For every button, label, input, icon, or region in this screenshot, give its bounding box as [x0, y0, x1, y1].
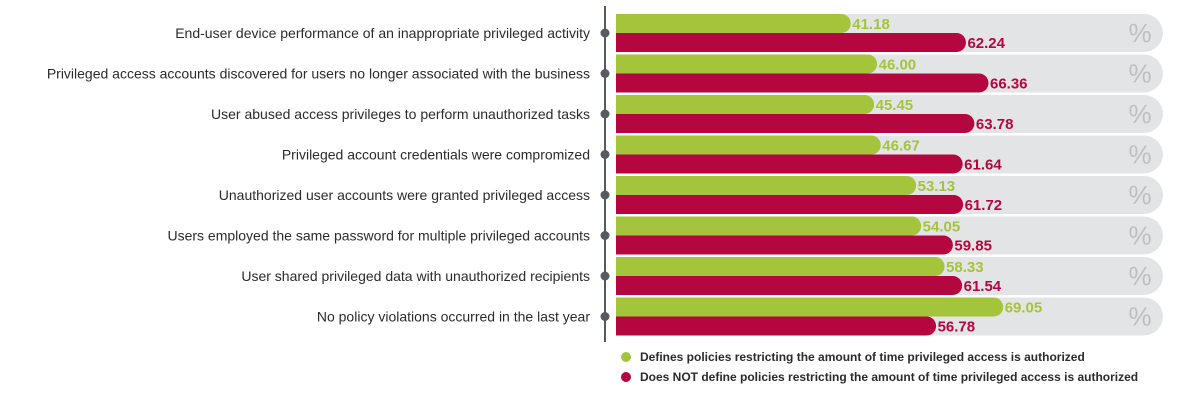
bar-does-not-define — [616, 235, 944, 255]
value-label-does-not-define: 61.72 — [965, 197, 1003, 214]
value-label-does-not-define: 63.78 — [976, 116, 1014, 133]
bar-defines — [616, 54, 868, 74]
bar-does-not-define — [616, 73, 979, 93]
axis-tick-dot — [600, 231, 610, 240]
value-label-defines: 45.45 — [876, 97, 914, 114]
bar-cap-defines — [831, 14, 851, 33]
bar-defines — [616, 297, 994, 317]
axis-tick-dot — [600, 312, 610, 321]
bar-cap-does-not-define — [946, 33, 966, 52]
bar-defines — [616, 257, 936, 276]
axis-tick-dot — [600, 28, 610, 38]
value-label-defines: 53.13 — [918, 178, 956, 195]
value-label-does-not-define: 59.85 — [954, 238, 992, 255]
axis-layer — [600, 6, 610, 342]
value-label-defines: 41.18 — [852, 16, 890, 33]
bar-cap-defines — [897, 176, 917, 195]
bar-cap-does-not-define — [917, 316, 937, 336]
percent-symbol: % — [1128, 261, 1151, 291]
bar-cap-does-not-define — [969, 73, 989, 93]
axis-tick-dot — [600, 109, 610, 119]
category-label: No policy violations occurred in the las… — [317, 309, 590, 325]
value-label-does-not-define: 61.64 — [964, 157, 1002, 174]
bar-defines — [616, 95, 865, 114]
value-label-defines: 69.05 — [1005, 300, 1043, 317]
bar-defines — [616, 135, 872, 155]
bar-cap-does-not-define — [944, 195, 964, 214]
legend-label-defines: Defines policies restricting the amount … — [640, 350, 1085, 364]
bar-cap-does-not-define — [943, 154, 963, 174]
bar-cap-defines — [861, 135, 881, 155]
category-label: Privileged access accounts discovered fo… — [47, 66, 590, 82]
bar-cap-does-not-define — [955, 114, 975, 133]
value-label-does-not-define: 61.54 — [964, 278, 1002, 295]
bar-does-not-define — [616, 195, 954, 214]
value-label-defines: 54.05 — [923, 219, 961, 236]
percent-symbol: % — [1128, 59, 1151, 89]
percent-symbol: % — [1128, 18, 1151, 48]
bar-cap-defines — [858, 54, 878, 74]
category-label: Privileged account credentials were comp… — [282, 147, 590, 163]
percent-symbol: % — [1128, 302, 1151, 332]
legend-marker-defines — [621, 352, 631, 362]
bar-defines — [616, 216, 912, 236]
value-label-defines: 46.67 — [882, 138, 920, 155]
percent-symbol: % — [1128, 180, 1151, 210]
axis-tick-dot — [600, 271, 610, 281]
legend-marker-does-not-define — [621, 372, 631, 382]
labels-layer: End-user device performance of an inappr… — [47, 16, 1152, 336]
legend-label-does-not-define: Does NOT define policies restricting the… — [640, 370, 1138, 384]
bar-does-not-define — [616, 114, 965, 133]
bar-cap-defines — [902, 216, 922, 236]
bar-does-not-define — [616, 276, 953, 295]
bar-does-not-define — [616, 33, 957, 52]
value-label-does-not-define: 56.78 — [938, 319, 976, 336]
axis-tick-dot — [600, 190, 610, 200]
bar-cap-defines — [925, 257, 945, 276]
bar-defines — [616, 176, 907, 195]
bars-layer — [616, 14, 1163, 336]
percent-symbol: % — [1128, 99, 1151, 129]
value-label-does-not-define: 66.36 — [990, 76, 1028, 93]
bar-does-not-define — [616, 154, 954, 174]
axis-tick-dot — [600, 69, 610, 78]
category-label: End-user device performance of an inappr… — [175, 25, 590, 41]
bar-cap-does-not-define — [943, 276, 963, 295]
category-label: User shared privileged data with unautho… — [241, 268, 590, 284]
bar-cap-defines — [855, 95, 875, 114]
axis-tick-dot — [600, 150, 610, 159]
value-label-defines: 46.00 — [879, 57, 917, 74]
category-label: User abused access privileges to perform… — [211, 106, 590, 122]
category-label: Users employed the same password for mul… — [167, 228, 590, 244]
legend: Defines policies restricting the amount … — [621, 350, 1138, 384]
bar-defines — [616, 14, 842, 33]
category-label: Unauthorized user accounts were granted … — [219, 187, 590, 203]
percent-symbol: % — [1128, 221, 1151, 251]
bar-cap-does-not-define — [933, 235, 953, 255]
bar-does-not-define — [616, 316, 927, 336]
value-label-does-not-define: 62.24 — [967, 35, 1005, 52]
value-label-defines: 58.33 — [946, 259, 984, 276]
percent-symbol: % — [1128, 140, 1151, 170]
bar-cap-defines — [984, 297, 1004, 317]
